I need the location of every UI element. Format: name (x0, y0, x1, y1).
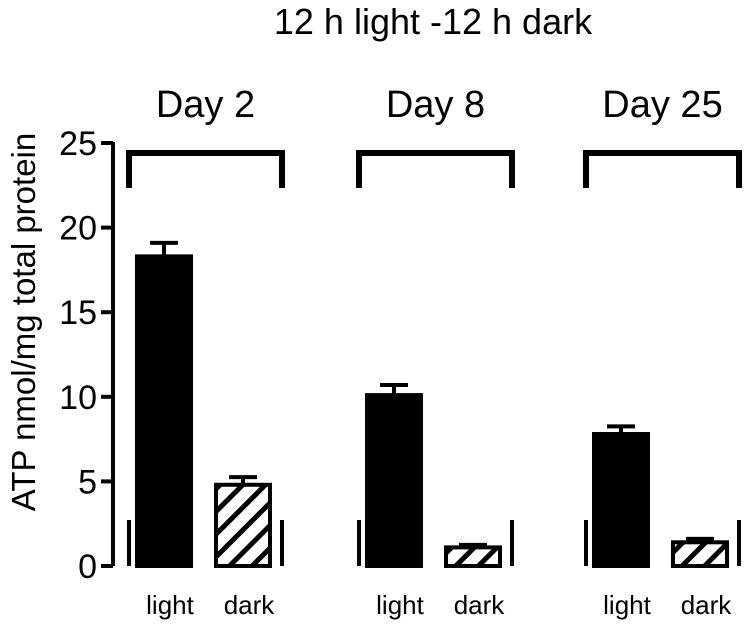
y-tick-label: 5 (78, 463, 97, 501)
y-tick-label: 20 (59, 210, 97, 248)
bar-dark (214, 482, 272, 568)
y-tick-label: 25 (59, 125, 97, 163)
y-tick-label: 15 (59, 294, 97, 332)
group-bracket (356, 150, 515, 188)
y-tick-label: 0 (78, 548, 97, 586)
chart-title: 12 h light -12 h dark (274, 1, 593, 42)
bar-dark (444, 545, 502, 568)
bar-light (135, 254, 193, 568)
group-bracket (126, 150, 285, 188)
x-tick-label: light (146, 590, 194, 620)
group-bracket (583, 150, 742, 188)
x-tick-label: dark (681, 590, 733, 620)
bar-light (592, 432, 650, 568)
bar-dark (671, 540, 729, 569)
group-label: Day 8 (386, 84, 485, 126)
x-tick-label: light (603, 590, 651, 620)
x-tick-label: dark (224, 590, 276, 620)
group-label: Day 2 (156, 84, 255, 126)
x-tick-label: dark (454, 590, 506, 620)
x-tick-label: light (376, 590, 424, 620)
y-axis-label: ATP nmol/mg total protein (5, 133, 42, 511)
bar-light (365, 393, 423, 568)
group-label: Day 25 (602, 84, 722, 126)
y-tick-label: 10 (59, 379, 97, 417)
